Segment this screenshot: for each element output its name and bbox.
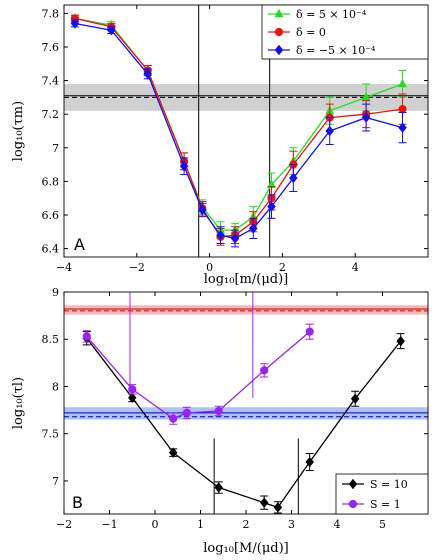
panel-a-letter: A [74, 235, 85, 254]
panel-a-frame [63, 4, 429, 258]
panel-a-series-2-point [70, 18, 80, 29]
panel-b-x-tick-label: 2 [243, 518, 250, 531]
panel-a-series-2-point [216, 229, 225, 241]
panel-b: −2 −1 0 1 2 3 4 5 7 7.5 8 8.5 9 log₁₀[M/(μd)] log₁₀(… [11, 286, 429, 556]
panel-b-x-axis-label: log₁₀[M/(μd)] [203, 541, 288, 556]
panel-b-plot-content [64, 292, 428, 514]
panel-b-series-1-point [214, 406, 223, 416]
panel-a-y-tick-label: 7.6 [42, 41, 60, 54]
panel-b-series-1-point [305, 327, 314, 336]
panel-a-x-tick-label: 2 [279, 261, 286, 274]
panel-a-legend-entry: δ = −5 × 10⁻⁴ [296, 44, 376, 57]
panel-b-series-0-point [273, 502, 283, 513]
panel-a-legend-entry: δ = 5 × 10⁻⁴ [296, 8, 367, 21]
panel-a-series-0-point [361, 92, 371, 101]
panel-a-series-0-point [398, 78, 407, 88]
panel-b-reference-band-0 [64, 305, 428, 315]
panel-a-series-2-point [107, 25, 116, 36]
panel-b-y-tick-label: 9 [52, 286, 59, 299]
panel-a-series-2-point [143, 68, 152, 80]
panel-a: −4 −2 0 2 4 6.4 6.6 6.8 7 7.2 7.4 7.6 7.8 log₁₀[m/(μ… [11, 4, 429, 287]
panel-b-series-0-point [214, 482, 223, 493]
panel-a-x-axis-label: log₁₀[m/(μd)] [204, 272, 289, 287]
panel-b-letter: B [72, 493, 83, 512]
panel-b-x-tick-label: 4 [334, 518, 341, 531]
panel-b-series-0-point [259, 497, 269, 508]
panel-b-series-0 [82, 331, 405, 514]
panel-a-series-2-point [267, 201, 276, 212]
panel-b-y-tick-label: 8.5 [42, 333, 60, 346]
panel-a-y-tick-label: 7.8 [42, 7, 60, 20]
panel-b-x-tick-label: 0 [152, 518, 159, 531]
panel-a-series-2-point [230, 233, 240, 244]
panel-a-legend-swatch-marker [274, 8, 284, 18]
panel-b-x-tick-label: −2 [56, 518, 72, 531]
panel-a-series-1-point [398, 105, 407, 114]
panel-a-series-2-point [361, 112, 371, 123]
panel-a-y-axis-label: log₁₀(τm) [11, 101, 26, 161]
panel-b-y-tick-label: 8 [52, 380, 59, 393]
panel-b-series-1-point [169, 414, 178, 423]
panel-b-legend-swatch-marker [348, 499, 358, 509]
panel-b-legend: S = 10 S = 1 [335, 473, 429, 515]
panel-a-plot-content [64, 5, 428, 257]
panel-a-series-2-point [325, 125, 334, 137]
panel-a-y-tick-label: 6.4 [42, 243, 60, 256]
panel-a-series-2 [70, 18, 407, 248]
panel-b-series-1-point [260, 366, 269, 375]
panel-b-legend-entry: S = 1 [370, 498, 401, 511]
panel-a-series-2-point [198, 204, 207, 216]
panel-a-reference-band-0 [64, 83, 428, 111]
panel-b-y-axis-label: log₁₀(τl) [11, 377, 26, 429]
panel-a-x-tick-label: −2 [129, 261, 145, 274]
panel-b-series-1-point [182, 408, 191, 418]
panel-b-legend-entry: S = 10 [370, 478, 408, 491]
panel-b-x-tick-label: 3 [288, 518, 295, 531]
panel-a-series-2-point [289, 172, 298, 184]
panel-a-series-2-point [398, 122, 407, 133]
panel-b-series-1-point [82, 332, 91, 341]
panel-b-series-1-point [128, 385, 137, 394]
panel-a-legend: δ = 5 × 10⁻⁴ δ = 0 δ = −5 × 10⁻⁴ [261, 4, 429, 60]
panel-b-x-tick-label: 5 [379, 518, 386, 531]
panel-a-legend-swatch-marker [274, 44, 284, 56]
panel-a-y-tick-label: 6.6 [42, 209, 60, 222]
panel-a-series-2-point [249, 223, 258, 234]
panel-b-series-0-point [128, 392, 137, 403]
panel-b-legend-swatch-marker [348, 478, 358, 490]
panel-b-series-0-point [305, 456, 314, 468]
panel-a-x-tick-label: 4 [352, 261, 359, 274]
panel-a-y-tick-label: 7.4 [42, 75, 60, 88]
panel-b-y-tick-label: 7.5 [42, 428, 60, 441]
panel-b-series-1 [82, 323, 314, 425]
panel-a-y-tick-label: 6.8 [42, 175, 60, 188]
panel-b-y-tick-label: 7 [52, 475, 59, 488]
panel-a-y-tick-label: 7.2 [42, 108, 60, 121]
panel-a-legend-swatch-marker [274, 27, 284, 37]
panel-b-x-tick-label: −1 [101, 518, 117, 531]
panel-a-x-tick-label: 0 [206, 261, 213, 274]
panel-a-legend-entry: δ = 0 [296, 26, 326, 39]
panel-a-series-2-point [179, 161, 189, 172]
panel-b-series-0-point [168, 447, 178, 458]
panel-a-ticks: −4 −2 0 2 4 6.4 6.6 6.8 7 7.2 7.4 7.6 7.8 [42, 5, 428, 274]
panel-b-series-0-point [396, 335, 405, 347]
panel-b-ticks: −2 −1 0 1 2 3 4 5 7 7.5 8 8.5 9 [42, 286, 428, 531]
panel-b-series-0-point [350, 393, 360, 404]
panel-a-x-tick-label: −4 [56, 261, 72, 274]
panel-b-x-tick-label: 1 [197, 518, 204, 531]
panel-a-y-tick-label: 7 [52, 142, 59, 155]
